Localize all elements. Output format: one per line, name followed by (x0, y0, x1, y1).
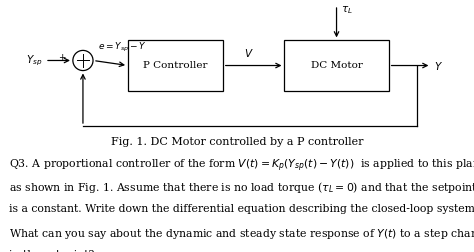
Text: P Controller: P Controller (143, 61, 208, 70)
Text: +: + (58, 53, 66, 62)
Text: in the setpoint?: in the setpoint? (9, 250, 95, 252)
Text: $Y$: $Y$ (434, 59, 443, 72)
Text: Q3. A proportional controller of the form $V(t)=K_p(Y_{sp}(t)-Y(t))$  is applied: Q3. A proportional controller of the for… (9, 158, 474, 174)
Text: What can you say about the dynamic and steady state response of $Y(t)$ to a step: What can you say about the dynamic and s… (9, 227, 474, 241)
Text: $V$: $V$ (244, 47, 254, 59)
Text: $Y_{sp}$: $Y_{sp}$ (26, 53, 43, 68)
Bar (128, 40, 223, 91)
Text: DC Motor: DC Motor (310, 61, 363, 70)
Text: as shown in Fig. 1. Assume that there is no load torque ($\tau_L=0$) and that th: as shown in Fig. 1. Assume that there is… (9, 181, 474, 198)
Text: Fig. 1. DC Motor controlled by a P controller: Fig. 1. DC Motor controlled by a P contr… (111, 137, 363, 147)
Bar (284, 40, 389, 91)
Text: $e=Y_{sp}-Y$: $e=Y_{sp}-Y$ (98, 41, 146, 54)
Text: is a constant. Write down the differential equation describing the closed-loop s: is a constant. Write down the differenti… (9, 204, 474, 214)
Text: $\tau_L$: $\tau_L$ (341, 4, 353, 16)
